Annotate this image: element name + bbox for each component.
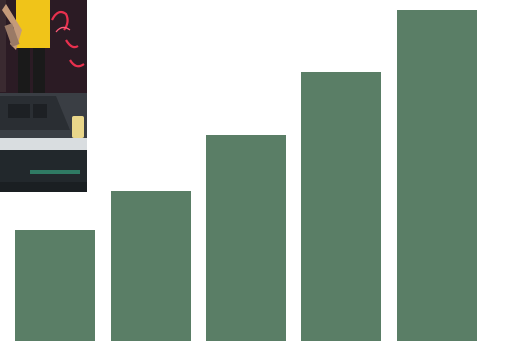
concert-photo [0, 0, 87, 192]
photo-thumbnail [0, 0, 87, 192]
bar-5 [397, 10, 477, 341]
bar-2 [111, 191, 191, 341]
bar-4 [301, 72, 381, 341]
bar-3 [206, 135, 286, 341]
bar-1 [15, 230, 95, 341]
